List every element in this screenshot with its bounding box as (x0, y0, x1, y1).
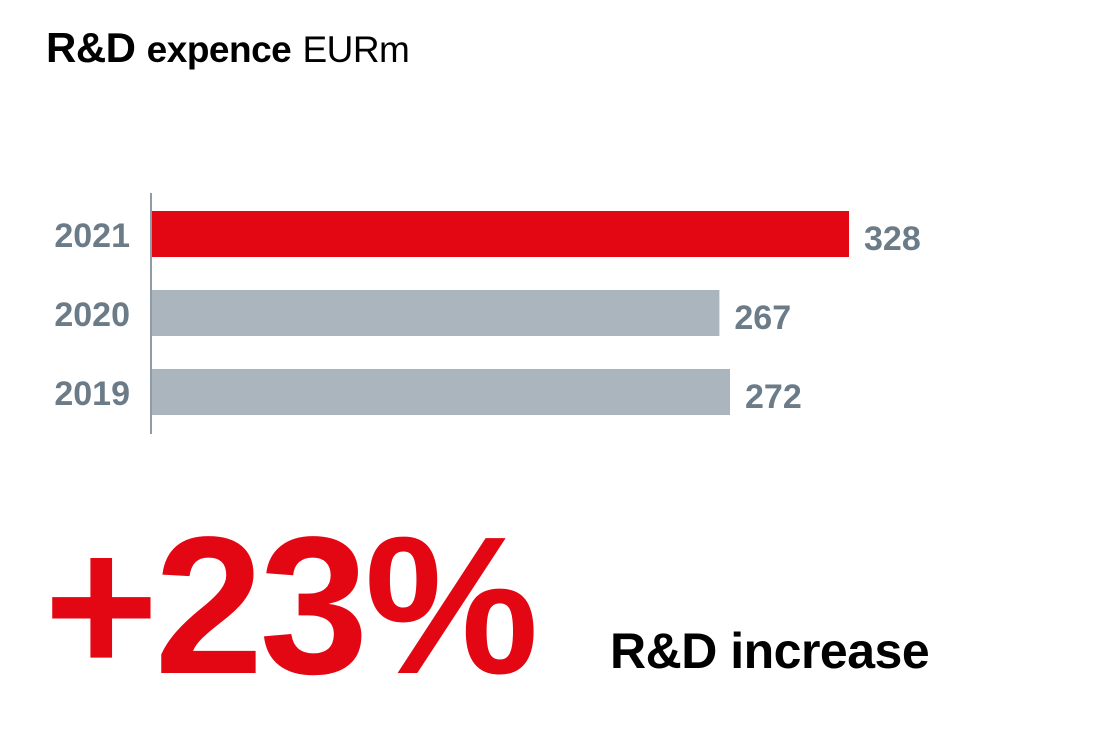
category-label-2021: 2021 (54, 217, 130, 255)
value-label-2019: 272 (745, 378, 802, 416)
chart-title: R&D expence EURm (46, 24, 410, 72)
value-label-2021: 328 (864, 220, 921, 258)
bar-2020 (152, 290, 720, 336)
increase-percentage: +23% (44, 496, 539, 715)
value-label-2020: 267 (734, 299, 791, 337)
bar-2021 (152, 211, 849, 257)
category-label-2020: 2020 (54, 296, 130, 334)
title-unit: EURm (302, 29, 410, 70)
title-sub: expence (146, 29, 292, 70)
increase-label: R&D increase (610, 623, 930, 679)
bar-2019 (152, 369, 730, 415)
title-main: R&D (46, 24, 136, 71)
category-label-2019: 2019 (54, 375, 130, 413)
